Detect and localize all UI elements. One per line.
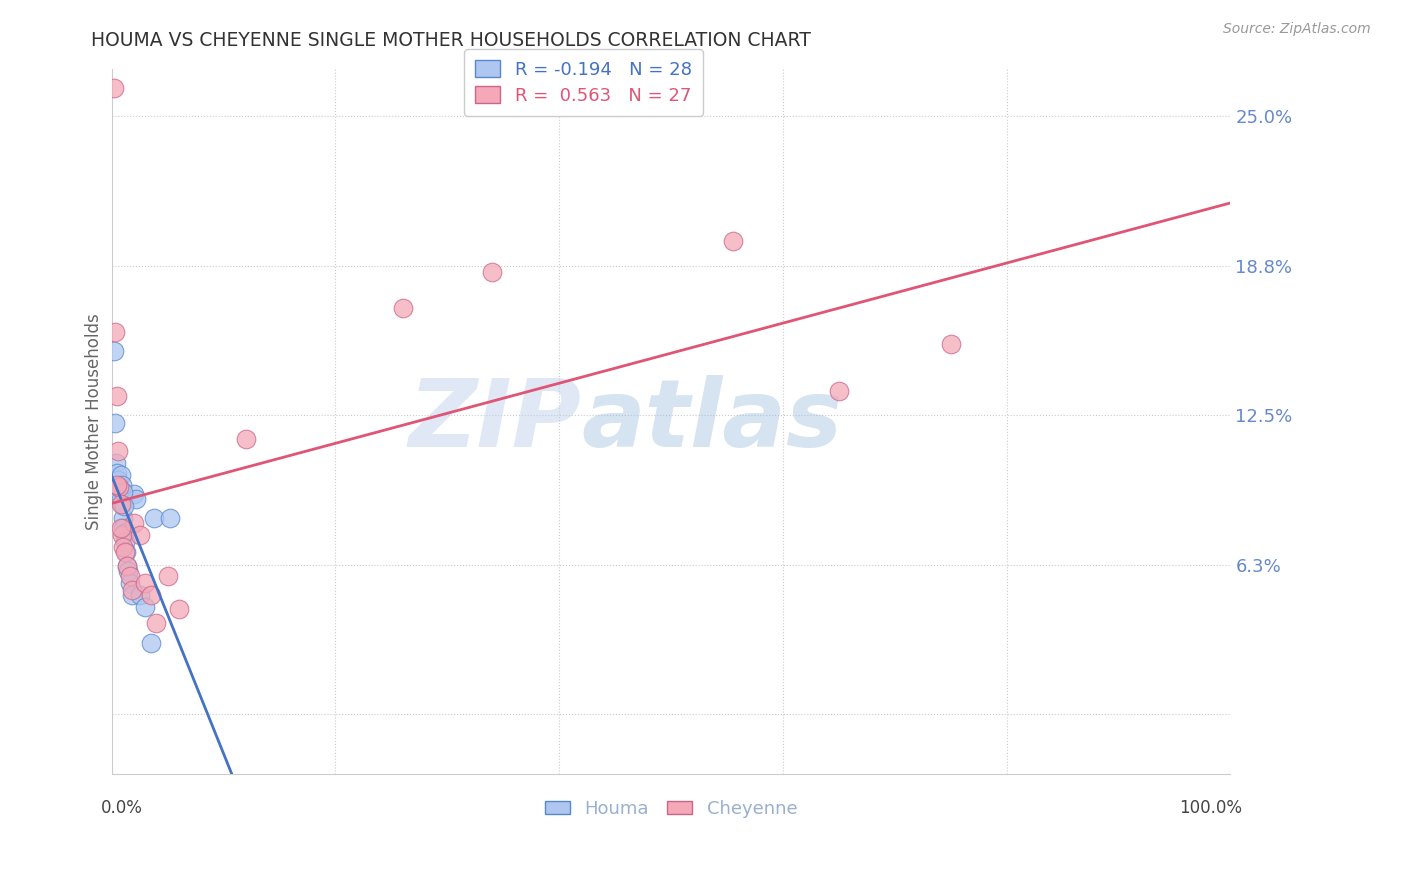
Point (125, 491, 148, 506)
Point (105, 477, 128, 491)
Text: ZIP: ZIP (409, 376, 582, 467)
Point (121, 588, 143, 602)
Point (128, 528, 150, 542)
Point (111, 521, 134, 535)
Point (122, 487, 145, 501)
Point (115, 544, 138, 558)
Point (128, 588, 150, 602)
Legend: Houma, Cheyenne: Houma, Cheyenne (537, 793, 804, 825)
Point (122, 516, 145, 530)
Point (111, 511, 134, 525)
Point (104, 325, 127, 339)
Point (939, 336, 962, 351)
Point (167, 602, 190, 616)
Point (143, 511, 166, 525)
Point (114, 544, 136, 558)
Point (139, 635, 162, 649)
Text: Source: ZipAtlas.com: Source: ZipAtlas.com (1223, 22, 1371, 37)
Point (118, 568, 141, 582)
Point (111, 477, 134, 491)
Point (117, 559, 139, 574)
Text: 0.0%: 0.0% (100, 799, 142, 817)
Point (108, 480, 131, 494)
Point (134, 575, 156, 590)
Point (111, 484, 134, 499)
Point (111, 528, 134, 542)
Point (110, 497, 132, 511)
Point (105, 466, 128, 480)
Text: 100.0%: 100.0% (1178, 799, 1241, 817)
Y-axis label: Single Mother Households: Single Mother Households (86, 313, 103, 530)
Point (107, 473, 129, 487)
Text: HOUMA VS CHEYENNE SINGLE MOTHER HOUSEHOLDS CORRELATION CHART: HOUMA VS CHEYENNE SINGLE MOTHER HOUSEHOL… (91, 31, 811, 50)
Point (105, 389, 128, 403)
Point (112, 525, 135, 540)
Point (103, 80, 125, 95)
Point (110, 521, 132, 535)
Point (481, 265, 503, 279)
Point (112, 500, 135, 514)
Point (134, 599, 156, 614)
Point (139, 588, 162, 602)
Point (111, 497, 134, 511)
Point (121, 582, 143, 597)
Point (828, 384, 851, 399)
Point (111, 540, 134, 554)
Point (104, 416, 127, 430)
Point (108, 480, 131, 494)
Point (117, 564, 139, 578)
Point (721, 234, 744, 248)
Point (110, 468, 132, 483)
Point (103, 343, 125, 358)
Point (114, 535, 136, 549)
Point (118, 575, 141, 590)
Point (159, 511, 181, 525)
Point (105, 456, 128, 470)
Point (235, 432, 257, 446)
Point (145, 616, 167, 631)
Text: atlas: atlas (582, 376, 842, 467)
Point (110, 491, 132, 506)
Point (117, 559, 139, 574)
Point (156, 568, 179, 582)
Point (391, 301, 413, 315)
Point (107, 444, 129, 458)
